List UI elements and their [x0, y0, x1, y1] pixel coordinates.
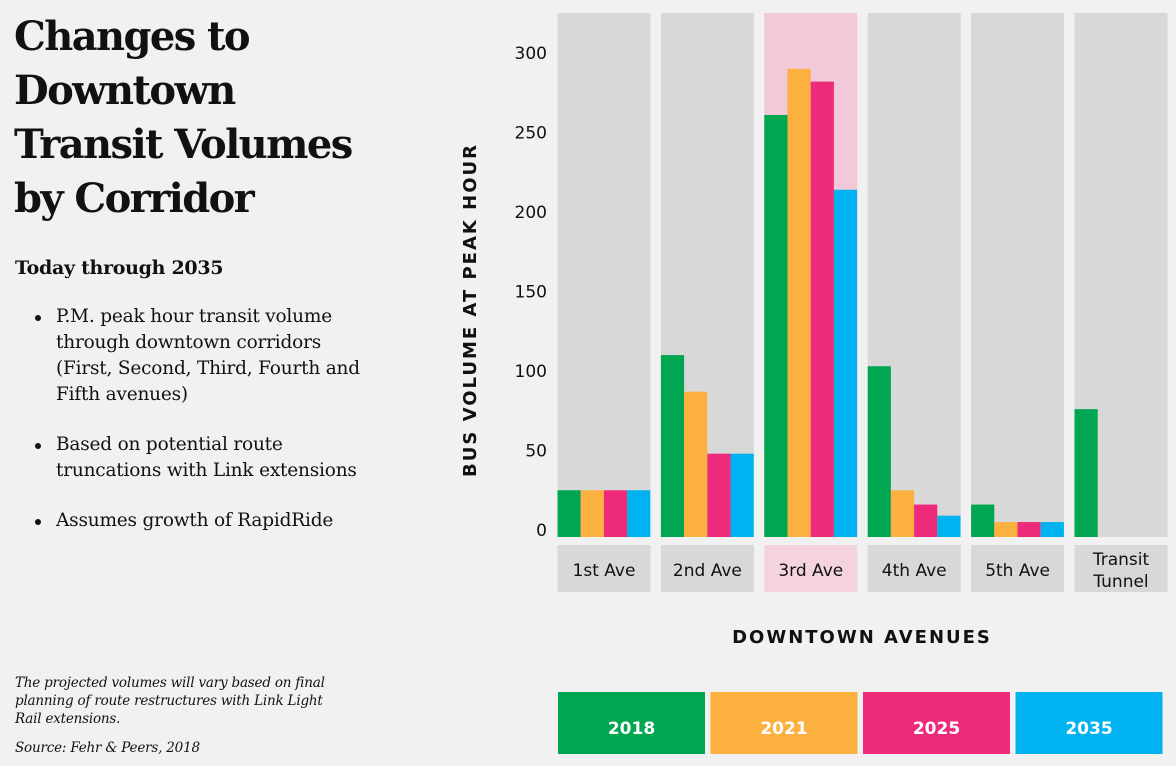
- category-label: 4th Ave: [882, 561, 947, 581]
- bar-2035: [730, 453, 754, 537]
- legend-swatch-2025: [863, 692, 1010, 754]
- x-axis-title: DOWNTOWN AVENUES: [732, 627, 992, 648]
- category-panel: [557, 13, 651, 537]
- legend-label: 2025: [913, 719, 960, 739]
- y-tick-label: 0: [536, 521, 547, 541]
- bar-2018: [660, 355, 685, 537]
- bar-2035: [833, 189, 858, 538]
- footnote: The projected volumes will vary based on…: [15, 675, 325, 727]
- source-credit: Source: Fehr & Peers, 2018: [15, 740, 200, 756]
- bar-2018: [1074, 409, 1098, 537]
- title-line: Transit Volumes: [14, 121, 353, 168]
- legend-label: 2035: [1065, 719, 1112, 739]
- category-label-box: [764, 545, 858, 592]
- bar-2018: [557, 490, 581, 537]
- category-label-box: [971, 545, 1065, 592]
- bar-2018: [867, 366, 891, 537]
- bar-2018: [971, 504, 995, 537]
- category-label: 3rd Ave: [778, 561, 843, 581]
- category-label-box: [867, 545, 961, 592]
- bar-2021: [787, 68, 811, 538]
- bar-2025: [1017, 522, 1041, 537]
- legend-label: 2018: [608, 719, 655, 739]
- bullet-item: Based on potential route truncations wit…: [35, 432, 365, 484]
- bullet-list: P.M. peak hour transit volume through do…: [35, 304, 365, 558]
- bullet-item: Assumes growth of RapidRide: [35, 508, 365, 534]
- category-label: Transit: [1092, 550, 1150, 570]
- subtitle: Today through 2035: [15, 257, 224, 279]
- y-tick-label: 150: [515, 283, 547, 303]
- y-axis-title: BUS VOLUME AT PEAK HOUR: [460, 143, 481, 477]
- legend-swatch-2035: [1015, 692, 1163, 754]
- category-label: Tunnel: [1092, 572, 1148, 592]
- bar-2035: [937, 515, 961, 537]
- y-tick-label: 100: [515, 362, 547, 382]
- bar-2018: [764, 115, 788, 537]
- y-tick-label: 250: [515, 124, 547, 144]
- bar-2025: [810, 81, 834, 538]
- title-line: by Corridor: [14, 175, 255, 222]
- bar-2021: [580, 490, 604, 537]
- legend-label: 2021: [760, 719, 807, 739]
- bar-2025: [603, 490, 628, 537]
- category-panel: [971, 13, 1065, 537]
- y-tick-label: 50: [525, 442, 547, 462]
- bullet-item: P.M. peak hour transit volume through do…: [35, 304, 365, 408]
- y-tick-label: 200: [515, 203, 547, 223]
- bar-2021: [890, 490, 915, 537]
- bar-2025: [914, 504, 938, 537]
- title-line: Downtown: [14, 67, 236, 114]
- legend-swatch-2018: [558, 692, 705, 754]
- bar-2025: [707, 453, 731, 537]
- y-tick-label: 300: [515, 44, 547, 64]
- bar-2035: [627, 490, 651, 537]
- bar-2021: [994, 522, 1018, 537]
- page-title: Changes to Downtown Transit Volumes by C…: [14, 10, 434, 226]
- legend-swatch-2021: [710, 692, 858, 754]
- bar-2035: [1040, 522, 1064, 537]
- category-label-box: [557, 545, 651, 592]
- title-line: Changes to: [14, 13, 251, 60]
- bar-chart: 1st Ave 2nd Ave 3rd Ave 4th Ave 5th Ave Trans…: [460, 13, 1168, 754]
- category-label-box: [1074, 545, 1168, 592]
- bar-2021: [684, 391, 708, 537]
- category-label: 1st Ave: [573, 561, 636, 581]
- category-label-box: [660, 545, 754, 592]
- category-label: 5th Ave: [985, 561, 1050, 581]
- category-label: 2nd Ave: [673, 561, 742, 581]
